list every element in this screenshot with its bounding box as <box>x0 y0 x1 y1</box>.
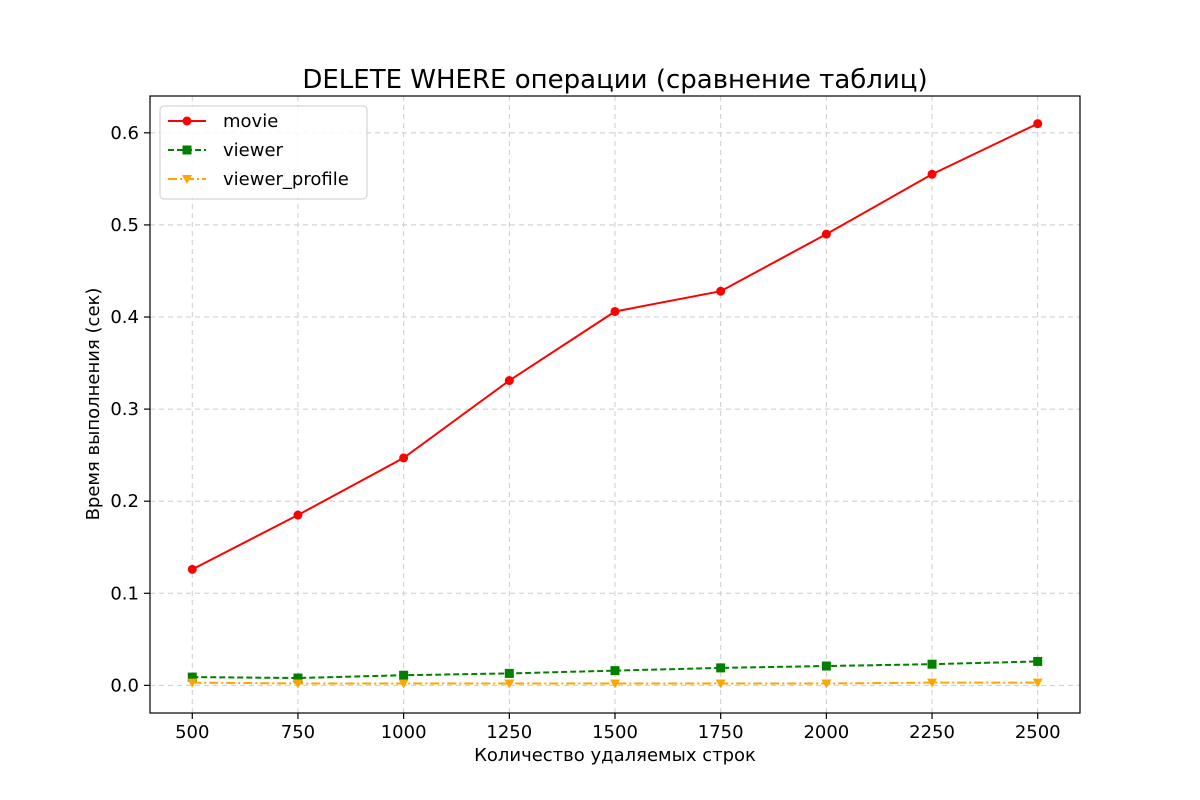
data-point <box>187 678 198 688</box>
x-tick-label: 500 <box>175 722 209 743</box>
legend-label: viewer <box>223 140 284 161</box>
series-line <box>192 660 1038 680</box>
data-point <box>504 668 514 678</box>
data-point <box>821 229 831 239</box>
data-point <box>821 679 832 689</box>
data-point <box>610 306 620 316</box>
data-point <box>1033 656 1043 666</box>
legend-marker <box>182 116 192 126</box>
legend: movie viewer viewer_profile <box>159 105 368 200</box>
data-point <box>1032 678 1043 688</box>
data-point <box>399 453 409 463</box>
data-point <box>716 286 726 296</box>
y-tick-label: 0.6 <box>110 123 139 144</box>
x-tick-label: 1250 <box>486 722 532 743</box>
y-axis-label: Время выполнения (сек) <box>83 288 104 521</box>
series-viewer <box>187 656 1043 683</box>
grid <box>150 96 1080 713</box>
legend-label: viewer_profile <box>223 169 349 190</box>
data-point <box>293 673 303 683</box>
data-point <box>716 663 726 673</box>
x-tick-label: 1500 <box>592 722 638 743</box>
data-point <box>610 666 620 676</box>
x-tick-label: 750 <box>281 722 315 743</box>
data-point <box>504 376 514 386</box>
data-point <box>927 169 937 179</box>
legend-marker <box>182 175 192 184</box>
series-viewer-profile <box>187 678 1043 689</box>
legend-item: movie <box>168 111 278 132</box>
data-point <box>398 679 409 689</box>
x-tick-label: 2250 <box>909 722 955 743</box>
data-point <box>292 679 303 689</box>
chart-title: DELETE WHERE операции (сравнение таблиц) <box>302 65 927 95</box>
x-tick-label: 2000 <box>803 722 849 743</box>
y-tick-label: 0.5 <box>110 215 139 236</box>
series-group <box>187 119 1043 689</box>
data-point <box>293 510 303 520</box>
y-tick-label: 0.2 <box>110 491 139 512</box>
data-point <box>399 670 409 680</box>
legend-marker <box>182 145 192 155</box>
y-tick-label: 0.1 <box>110 583 139 604</box>
x-tick-label: 1750 <box>698 722 744 743</box>
legend-item: viewer_profile <box>168 169 349 190</box>
data-point <box>715 679 726 689</box>
data-point <box>610 679 620 689</box>
x-tick-label: 1000 <box>381 722 427 743</box>
y-tick-label: 0.0 <box>110 675 139 696</box>
data-point <box>504 679 515 689</box>
legend-item: viewer <box>168 140 284 161</box>
y-tick-label: 0.3 <box>110 399 139 420</box>
y-tick-label: 0.4 <box>110 307 139 328</box>
data-point <box>821 661 831 671</box>
axis-ticks: 500 750 1000 1250 1500 1750 2000 2250 2500 0.0 0.1… <box>110 123 1060 743</box>
x-tick-label: 2500 <box>1015 722 1061 743</box>
legend-label: movie <box>223 111 278 132</box>
data-point <box>187 672 197 682</box>
series-movie <box>187 119 1043 574</box>
data-point <box>927 659 937 669</box>
x-axis-label: Количество удаляемых строк <box>474 745 756 766</box>
data-point <box>1033 119 1043 129</box>
data-point <box>927 678 938 688</box>
legend-box <box>159 105 368 200</box>
series-line <box>192 681 1038 685</box>
data-point <box>187 564 197 574</box>
